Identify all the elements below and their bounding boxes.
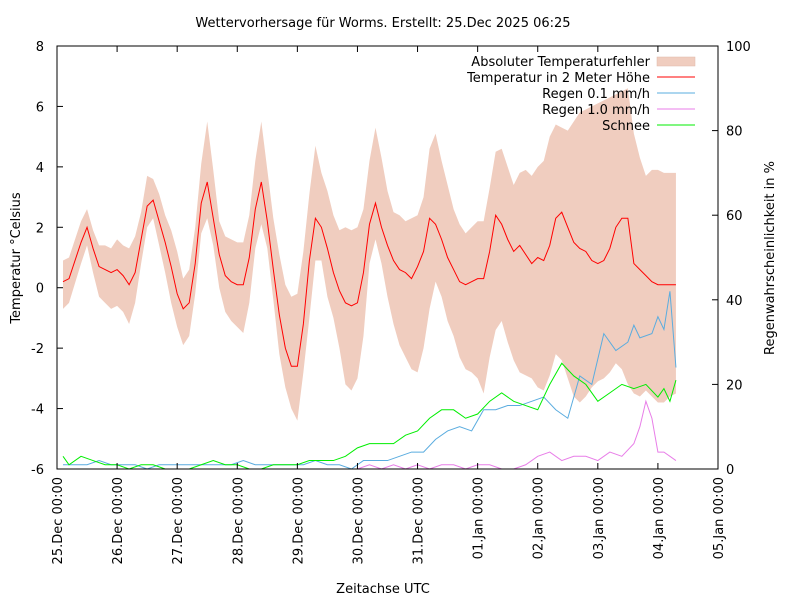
x-tick-label: 28.Dec 00:00 — [231, 477, 246, 564]
y-tick-label: 6 — [36, 100, 44, 115]
axes-layer: 25.Dec 00:00 26.Dec 00:00 27.Dec 00:00 28.D… — [31, 40, 751, 564]
chart-title: Wettervorhersage für Worms. Erstellt: 25… — [195, 16, 570, 31]
x-tick-label: 26.Dec 00:00 — [111, 477, 126, 564]
y2-tick-label: 60 — [726, 209, 743, 224]
legend-label: Temperatur in 2 Meter Höhe — [466, 71, 650, 86]
y-tick-label: 8 — [36, 40, 44, 55]
y-tick-label: 4 — [36, 161, 44, 176]
x-tick-label: 03.Jan 00:00 — [592, 477, 607, 559]
legend-label: Regen 0.1 mm/h — [542, 87, 650, 102]
x-axis-label: Zeitachse UTC — [336, 582, 430, 597]
x-tick-label: 04.Jan 00:00 — [652, 477, 667, 559]
series-line-temperatur-in-2-meter-h-he — [62, 181, 676, 367]
x-tick-label: 29.Dec 00:00 — [291, 477, 306, 564]
y2-tick-label: 100 — [726, 40, 751, 55]
y2-tick-label: 80 — [726, 125, 743, 140]
x-tick-label: 31.Dec 00:00 — [412, 477, 427, 564]
temperature-error-band-layer — [63, 88, 676, 421]
y2-tick-label: 20 — [726, 378, 743, 393]
temperature-error-band — [63, 88, 676, 421]
legend-label: Absoluter Temperaturfehler — [471, 55, 650, 70]
legend-swatch-band — [656, 56, 696, 67]
y2-tick-label: 0 — [726, 463, 734, 478]
plot-border — [56, 45, 719, 470]
y2-axis-label: Regenwahrscheinlichkeit in % — [763, 161, 778, 355]
y-tick-label: 0 — [36, 282, 44, 297]
x-tick-label: 25.Dec 00:00 — [51, 477, 66, 564]
x-tick-label: 30.Dec 00:00 — [351, 477, 366, 564]
series-line-schnee — [62, 362, 677, 470]
y-tick-label: 2 — [36, 221, 44, 236]
legend-label: Schnee — [602, 119, 650, 134]
y-axis-label: Temperatur °Celsius — [9, 192, 24, 325]
x-tick-label: 05.Jan 00:00 — [712, 477, 727, 559]
series-layer — [62, 181, 677, 470]
x-tick-label: 01.Jan 00:00 — [472, 477, 487, 559]
y2-tick-label: 40 — [726, 294, 743, 309]
y-tick-label: -4 — [31, 403, 44, 418]
y-tick-label: -6 — [31, 463, 44, 478]
x-tick-label: 02.Jan 00:00 — [532, 477, 547, 559]
legend-label: Regen 1.0 mm/h — [542, 103, 650, 118]
y-tick-label: -2 — [31, 342, 44, 357]
series-line-regen-0-1-mm-h — [63, 291, 677, 470]
x-tick-label: 27.Dec 00:00 — [171, 477, 186, 564]
